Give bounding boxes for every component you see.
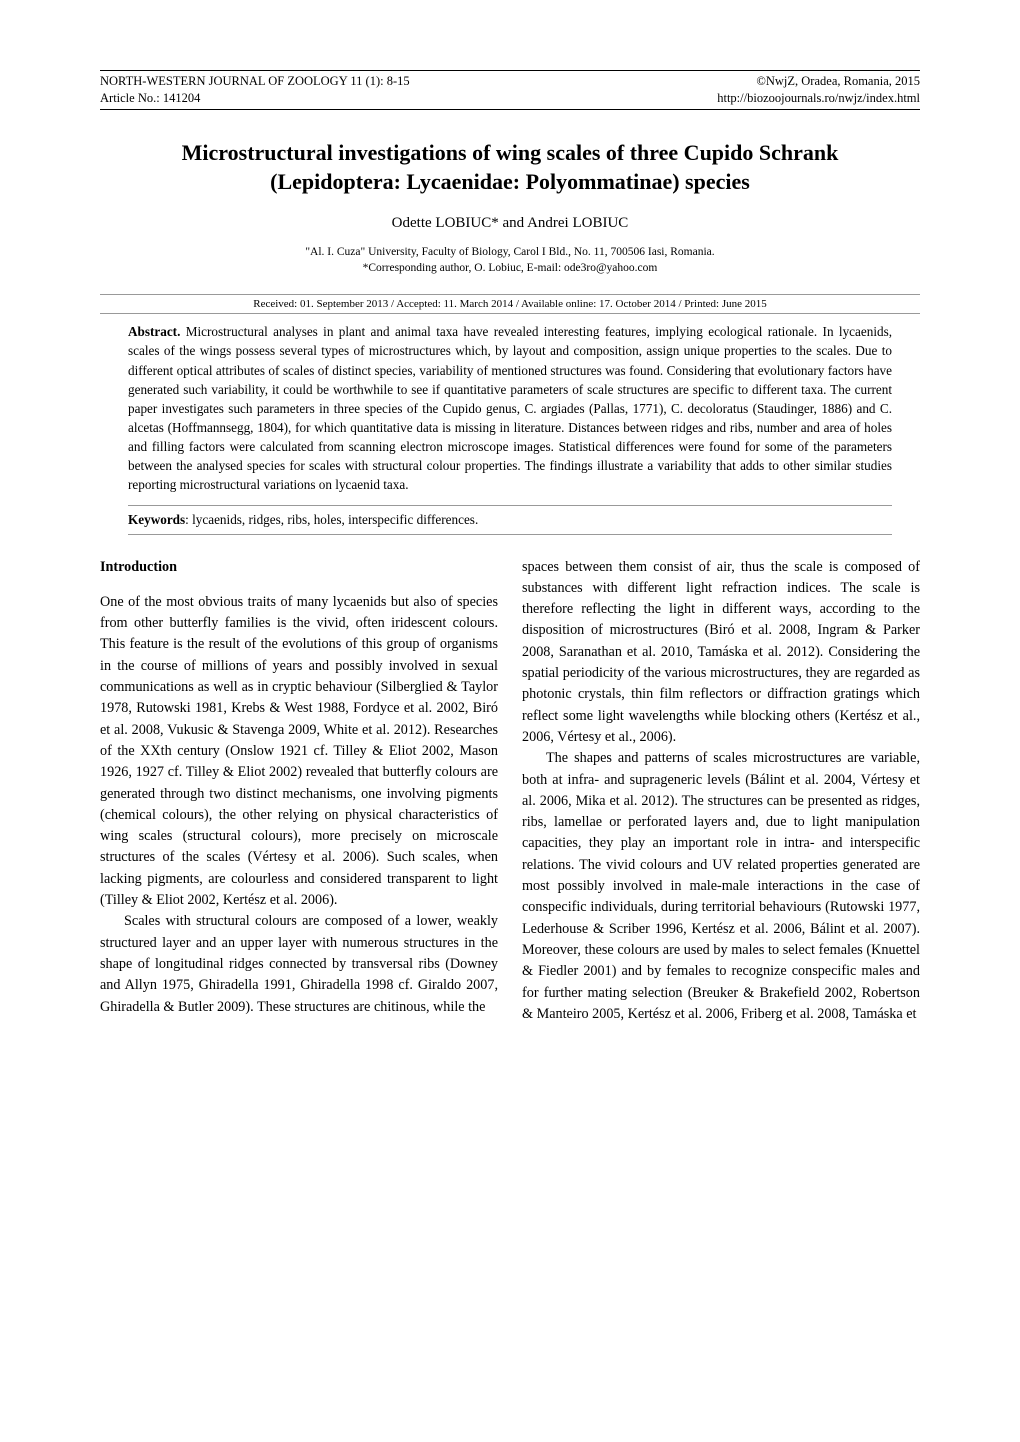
right-column: spaces between them consist of air, thus… bbox=[522, 557, 920, 1026]
body-paragraph: Scales with structural colours are compo… bbox=[100, 911, 498, 1017]
title-line-2: (Lepidoptera: Lycaenidae: Polyommatinae)… bbox=[270, 169, 750, 194]
keywords: Keywords: lycaenids, ridges, ribs, holes… bbox=[100, 510, 920, 532]
abstract-text: Microstructural analyses in plant and an… bbox=[128, 324, 892, 492]
abstract: Abstract. Microstructural analyses in pl… bbox=[100, 320, 920, 500]
copyright-text: ©NwjZ, Oradea, Romania, 2015 bbox=[756, 73, 920, 90]
article-number: Article No.: 141204 bbox=[100, 90, 200, 107]
article-dates: Received: 01. September 2013 / Accepted:… bbox=[100, 294, 920, 314]
article-title: Microstructural investigations of wing s… bbox=[160, 138, 860, 197]
divider bbox=[128, 505, 892, 506]
running-head-row-1: NORTH-WESTERN JOURNAL OF ZOOLOGY 11 (1):… bbox=[100, 73, 920, 90]
affiliation: "Al. I. Cuza" University, Faculty of Bio… bbox=[100, 244, 920, 276]
authors: Odette LOBIUC* and Andrei LOBIUC bbox=[100, 215, 920, 232]
affiliation-line-1: "Al. I. Cuza" University, Faculty of Bio… bbox=[305, 246, 714, 258]
running-head-row-2: Article No.: 141204 http://biozoojournal… bbox=[100, 90, 920, 107]
left-column: Introduction One of the most obvious tra… bbox=[100, 557, 498, 1026]
running-head: NORTH-WESTERN JOURNAL OF ZOOLOGY 11 (1):… bbox=[100, 70, 920, 110]
keywords-text: : lycaenids, ridges, ribs, holes, inters… bbox=[185, 512, 478, 527]
abstract-label: Abstract. bbox=[128, 324, 180, 339]
journal-url: http://biozoojournals.ro/nwjz/index.html bbox=[717, 90, 920, 107]
body-paragraph: The shapes and patterns of scales micros… bbox=[522, 748, 920, 1025]
divider bbox=[128, 534, 892, 535]
body-columns: Introduction One of the most obvious tra… bbox=[100, 557, 920, 1026]
keywords-label: Keywords bbox=[128, 512, 185, 527]
body-paragraph: spaces between them consist of air, thus… bbox=[522, 557, 920, 749]
journal-title-pages: NORTH-WESTERN JOURNAL OF ZOOLOGY 11 (1):… bbox=[100, 73, 410, 90]
affiliation-line-2: *Corresponding author, O. Lobiuc, E-mail… bbox=[363, 262, 658, 274]
title-line-1: Microstructural investigations of wing s… bbox=[182, 140, 839, 165]
section-heading-introduction: Introduction bbox=[100, 557, 498, 578]
body-paragraph: One of the most obvious traits of many l… bbox=[100, 592, 498, 911]
